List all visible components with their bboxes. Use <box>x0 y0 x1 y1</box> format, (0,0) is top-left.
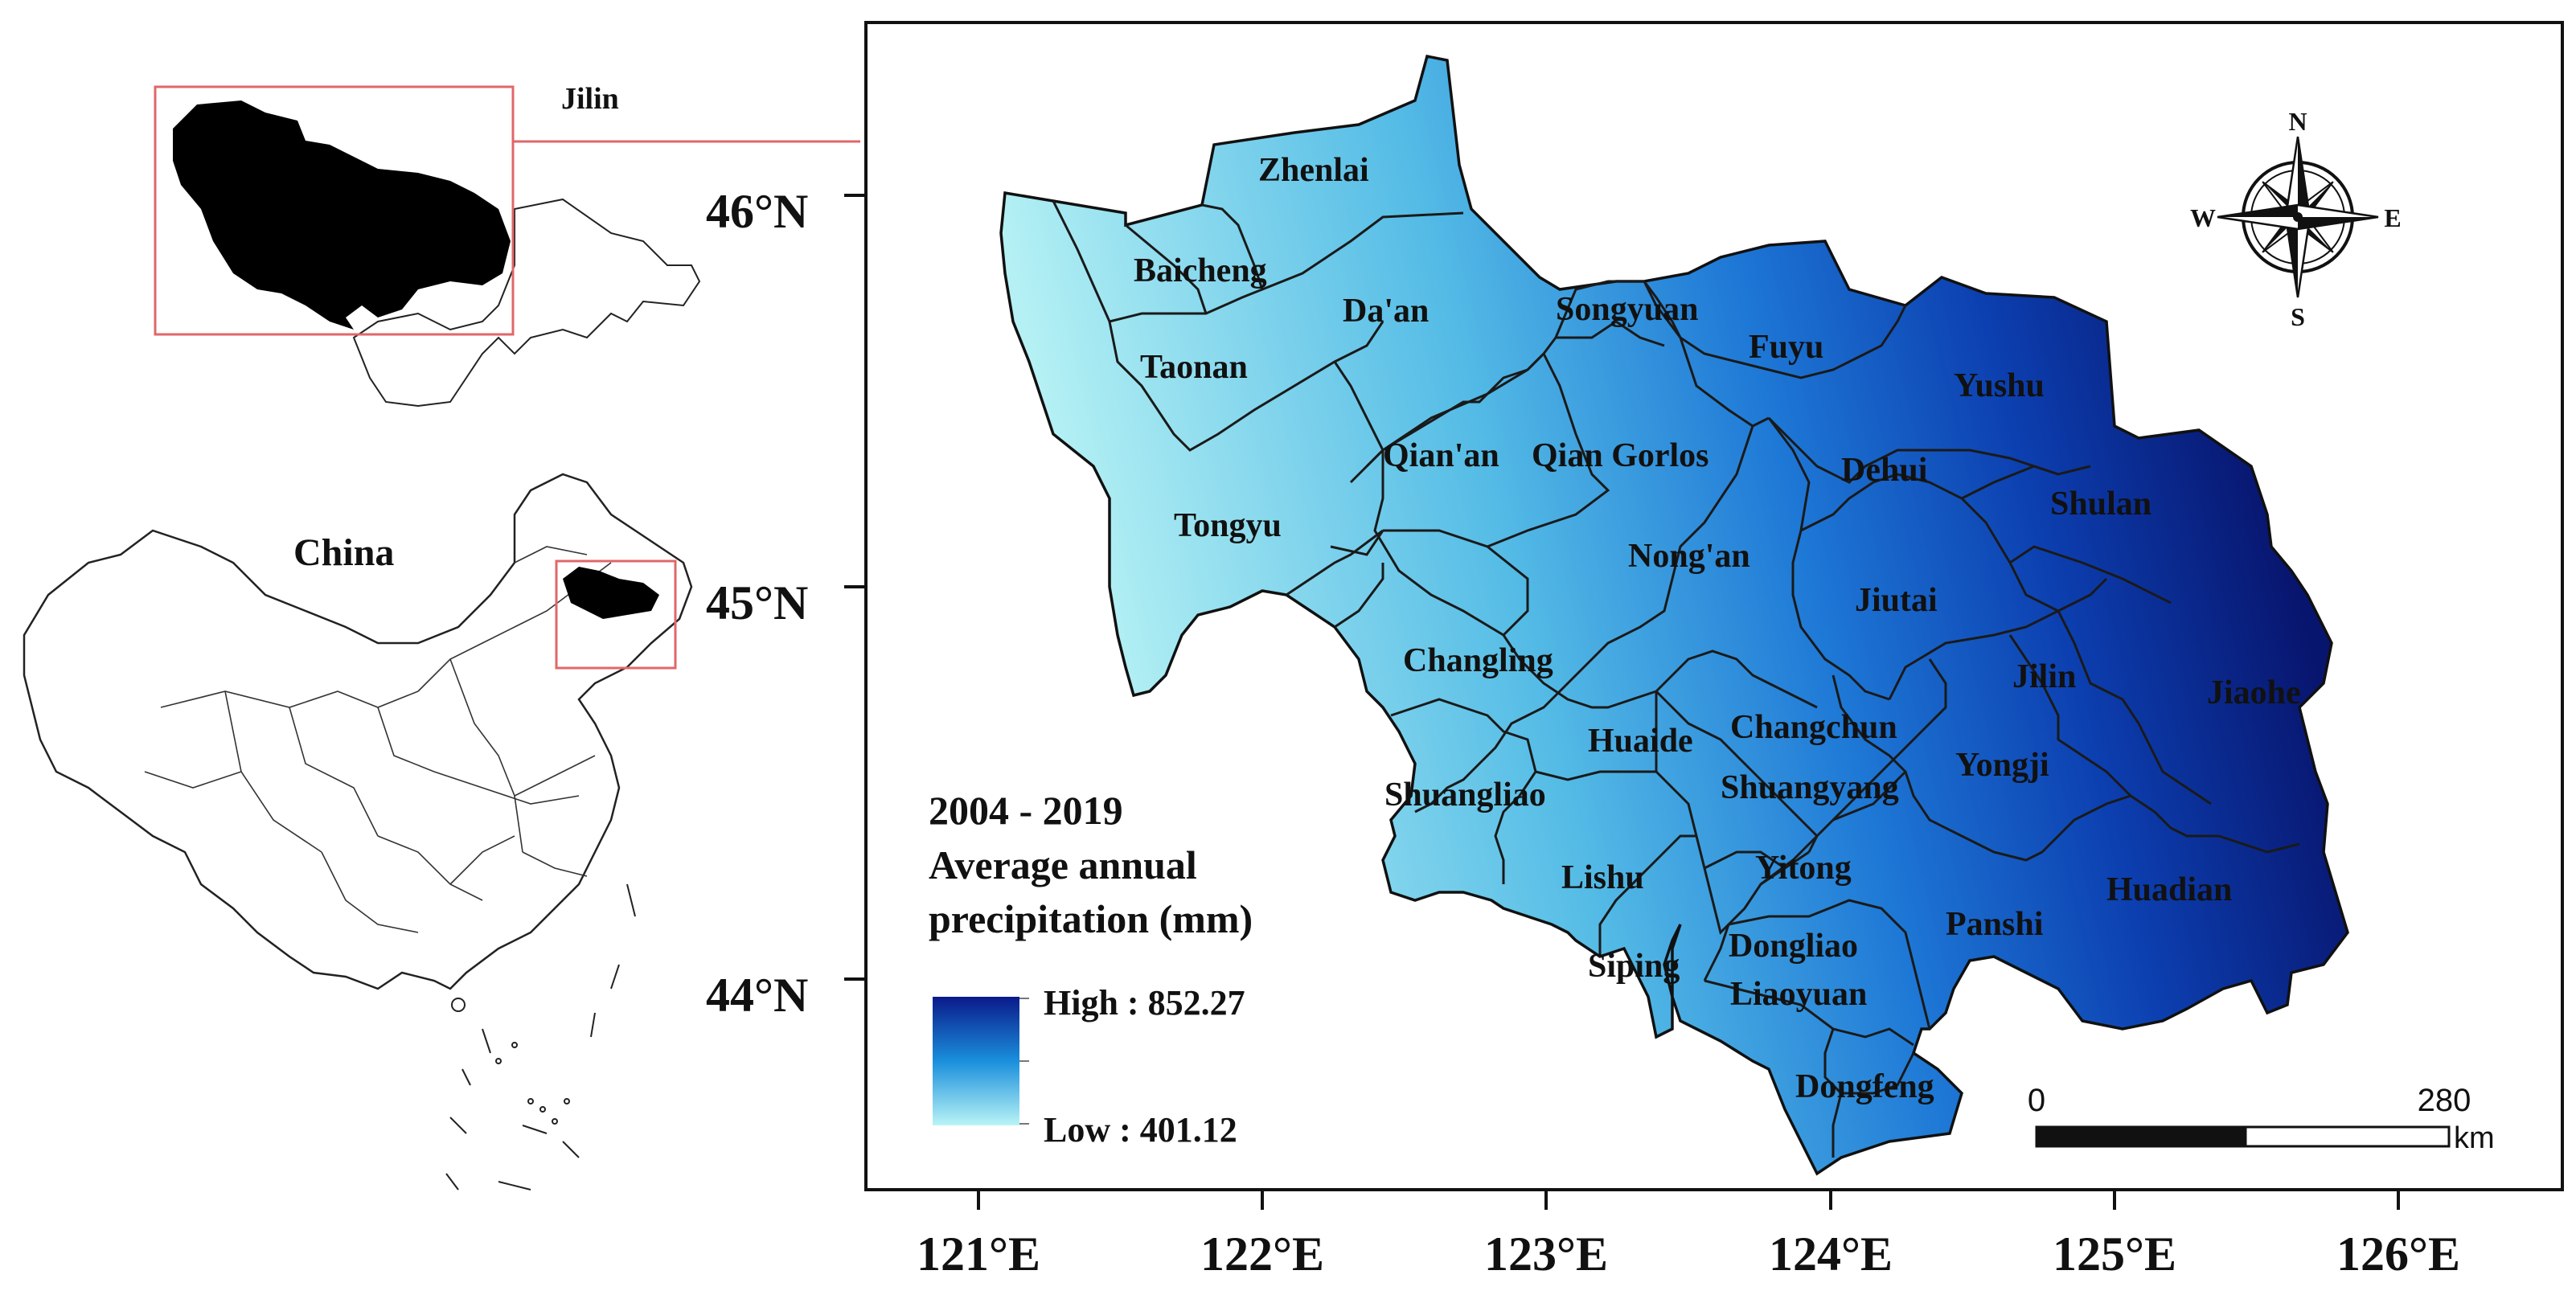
county-label-changling: Changling <box>1403 642 1553 679</box>
county-label-liaoyuan: Liaoyuan <box>1730 976 1867 1013</box>
scale-bar-end: 280 <box>2418 1083 2471 1118</box>
inset-jilin-locator: Jilin <box>154 82 860 408</box>
county-label-changchun: Changchun <box>1730 709 1897 746</box>
county-label-dongliao: Dongliao <box>1729 928 1858 965</box>
county-label-tongyu: Tongyu <box>1174 507 1282 544</box>
compass-n: N <box>2288 107 2307 136</box>
china-inset-frame <box>555 559 677 670</box>
scale-bar-white-segment <box>2244 1125 2451 1148</box>
county-label-nongan: Nong'an <box>1628 538 1750 575</box>
county-label-fuyu: Fuyu <box>1749 329 1823 366</box>
compass-w: W <box>2190 203 2216 232</box>
legend-title-line2: Average annual <box>929 842 1197 887</box>
county-label-songyuan: Songyuan <box>1556 291 1698 328</box>
lon-tick-121: 121°E <box>917 1227 1040 1281</box>
compass-s: S <box>2291 302 2305 331</box>
compass-e: E <box>2384 203 2401 232</box>
lat-tick-44: 44°N <box>706 969 808 1022</box>
china-province-lines <box>144 546 612 933</box>
county-label-lishu: Lishu <box>1561 859 1644 896</box>
legend: 2004 - 2019 Average annual precipitation… <box>929 788 1253 1150</box>
lon-tick-123: 123°E <box>1484 1227 1608 1281</box>
county-label-dongfeng: Dongfeng <box>1795 1068 1934 1105</box>
legend-title-line1: 2004 - 2019 <box>929 788 1123 833</box>
county-label-zhenlai: Zhenlai <box>1258 152 1369 189</box>
china-outline <box>23 473 693 990</box>
county-boundaries <box>1052 200 2300 1158</box>
county-label-panshi: Panshi <box>1946 906 2044 943</box>
neighbor-province-outline <box>352 198 701 408</box>
county-label-qianan: Qian'an <box>1383 437 1499 474</box>
county-label-yitong: Yitong <box>1755 850 1852 887</box>
compass-rose: N S E W <box>2190 107 2402 331</box>
legend-low-label: Low : 401.12 <box>1044 1110 1237 1150</box>
jilin-silhouette <box>173 100 511 330</box>
county-label-baicheng: Baicheng <box>1134 252 1267 289</box>
jilin-highlight-china <box>563 567 659 619</box>
county-label-yushu: Yushu <box>1954 367 2045 404</box>
lon-tick-124: 124°E <box>1769 1227 1893 1281</box>
scale-bar-unit: km <box>2454 1121 2495 1155</box>
inset-zoom-frame <box>154 85 515 336</box>
lon-tick-126: 126°E <box>2336 1227 2460 1281</box>
lat-tick-45: 45°N <box>706 576 808 629</box>
county-labels: Zhenlai Baicheng Da'an Songyuan Fuyu Yus… <box>1134 152 2301 1105</box>
county-label-dehui: Dehui <box>1841 452 1928 489</box>
county-label-qiangorlos: Qian Gorlos <box>1532 437 1709 474</box>
china-label: China <box>293 531 394 574</box>
scale-bar-start: 0 <box>2028 1083 2045 1118</box>
county-label-jiutai: Jiutai <box>1855 582 1938 619</box>
county-label-huaide: Huaide <box>1588 723 1693 760</box>
county-label-jilin: Jilin <box>2012 658 2076 695</box>
legend-high-label: High : 852.27 <box>1044 983 1245 1022</box>
county-label-shuangyang: Shuangyang <box>1721 769 1899 806</box>
legend-title-line3: precipitation (mm) <box>929 896 1253 941</box>
lon-tick-marks <box>977 1190 2400 1210</box>
legend-color-ramp <box>933 997 1019 1125</box>
county-label-shulan: Shulan <box>2050 486 2151 523</box>
county-label-taonan: Taonan <box>1140 349 1248 386</box>
county-label-shuangliao: Shuangliao <box>1384 777 1546 813</box>
county-label-huadian: Huadian <box>2106 871 2232 908</box>
county-label-yongji: Yongji <box>1955 747 2049 784</box>
county-label-daan: Da'an <box>1343 293 1429 330</box>
jilin-province-fill <box>999 54 2349 1176</box>
lon-tick-125: 125°E <box>2053 1227 2176 1281</box>
scale-bar-black-segment <box>2037 1127 2246 1146</box>
lat-tick-marks <box>844 194 866 981</box>
scale-bar: 0 280 km <box>2028 1083 2495 1155</box>
jilin-inset-label: Jilin <box>561 82 619 116</box>
lat-tick-46: 46°N <box>706 185 808 238</box>
county-label-jiaohe: Jiaohe <box>2207 674 2301 711</box>
jilin-precipitation-map: Zhenlai Baicheng Da'an Songyuan Fuyu Yus… <box>999 54 2349 1176</box>
inset-china-map: China <box>23 473 693 1190</box>
lon-tick-122: 122°E <box>1200 1227 1324 1281</box>
county-label-siping: Siping <box>1588 948 1680 985</box>
south-china-sea-islands <box>445 883 636 1190</box>
